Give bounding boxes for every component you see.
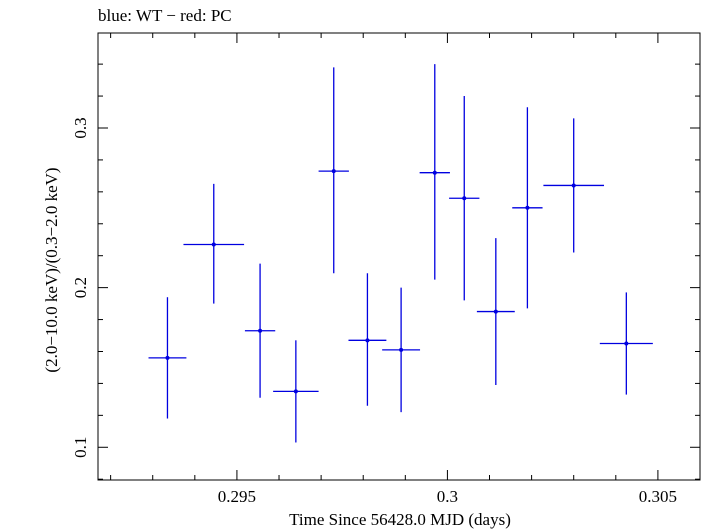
data-point (273, 340, 319, 443)
point-marker (493, 309, 498, 314)
x-tick-label: 0.295 (218, 487, 256, 506)
point-marker (624, 341, 629, 346)
data-point (543, 118, 605, 253)
data-point (512, 107, 543, 309)
point-marker (571, 183, 576, 188)
point-marker (432, 170, 437, 175)
plot-frame (97, 32, 701, 481)
point-marker (525, 205, 530, 210)
chart-title: blue: WT − red: PC (98, 6, 232, 25)
point-marker (258, 328, 263, 333)
data-point (183, 183, 245, 304)
point-marker (331, 169, 336, 174)
data-series (148, 64, 653, 443)
y-axis-label: (2.0−10.0 keV)/(0.3−2.0 keV) (42, 167, 61, 373)
y-tick-label: 0.3 (71, 117, 90, 138)
point-marker (211, 242, 216, 247)
data-point (476, 238, 515, 386)
point-marker (365, 338, 370, 343)
y-tick-label: 0.1 (71, 437, 90, 458)
data-point (599, 292, 653, 395)
data-point (148, 297, 187, 419)
point-marker (293, 389, 298, 394)
x-tick-label: 0.305 (639, 487, 677, 506)
data-point (382, 287, 421, 413)
y-tick-label: 0.2 (71, 277, 90, 298)
data-point (348, 273, 387, 406)
data-point (419, 64, 450, 280)
axis-tick-labels: 0.295 0.3 0.305 0.1 0.2 0.3 (71, 117, 677, 506)
data-point (244, 263, 276, 398)
data-point (449, 96, 480, 301)
x-tick-label: 0.3 (437, 487, 458, 506)
point-marker (462, 196, 467, 201)
axis-ticks (98, 33, 701, 480)
x-axis-label: Time Since 56428.0 MJD (days) (289, 510, 511, 529)
data-point (318, 67, 349, 274)
point-marker (399, 347, 404, 352)
point-marker (165, 355, 170, 360)
